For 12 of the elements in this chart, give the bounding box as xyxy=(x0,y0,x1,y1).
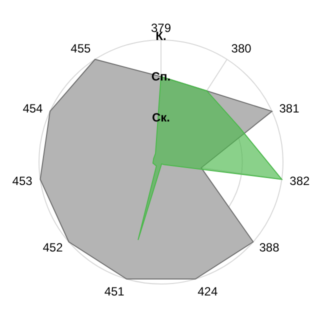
spoke-label: 452 xyxy=(42,240,64,254)
y-tick-label: Ск. xyxy=(152,110,170,124)
spoke-label: 388 xyxy=(259,240,280,254)
spoke-label: 424 xyxy=(198,284,218,298)
y-tick-label: Сп. xyxy=(151,70,171,84)
spoke-label: 451 xyxy=(104,284,125,298)
spoke-label: 453 xyxy=(12,174,33,188)
spoke-label: 381 xyxy=(279,101,300,116)
spoke-label: 382 xyxy=(290,174,310,188)
spoke-label: 455 xyxy=(70,42,92,56)
spoke-label: 454 xyxy=(22,101,44,116)
spoke-label: 380 xyxy=(231,42,252,56)
